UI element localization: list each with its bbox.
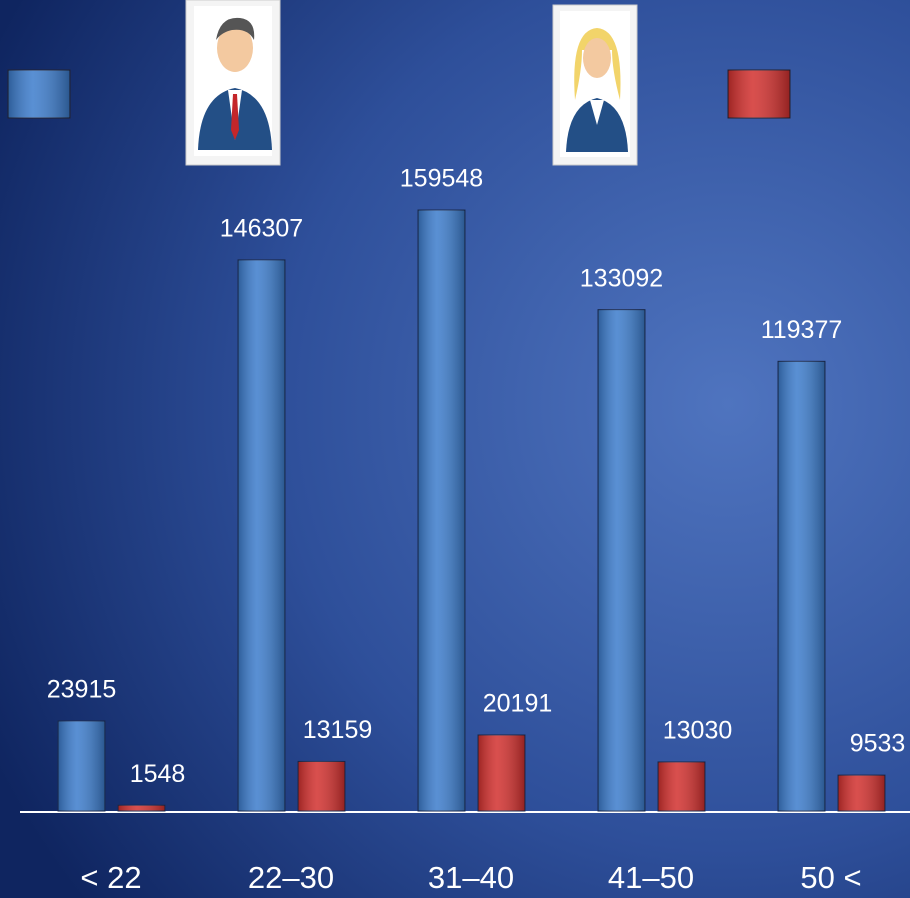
bar-shade — [58, 720, 105, 811]
category-label: < 22 — [80, 860, 141, 895]
bar-shade — [838, 775, 885, 811]
male-icon — [185, 0, 281, 166]
value-label: 13159 — [303, 716, 373, 744]
bar-shade — [238, 259, 285, 811]
category-label: 41–50 — [608, 860, 694, 895]
value-label: 119377 — [761, 316, 843, 344]
category-label: 31–40 — [428, 860, 514, 895]
value-label: 13030 — [663, 717, 733, 745]
value-label: 1548 — [130, 760, 186, 788]
bar-shade — [778, 361, 825, 811]
legend-swatch-shade — [728, 70, 790, 118]
bar-shade — [598, 309, 645, 811]
value-label: 146307 — [220, 214, 303, 242]
bar-shade — [418, 210, 465, 811]
value-label: 20191 — [483, 690, 553, 718]
value-label: 159548 — [400, 165, 483, 193]
bar-shade — [658, 761, 705, 811]
value-label: 9533 — [850, 730, 906, 758]
female-icon — [552, 4, 638, 166]
bar-shade — [298, 761, 345, 811]
legend-swatch-shade — [8, 70, 70, 118]
value-label: 23915 — [47, 676, 117, 704]
bar-shade — [118, 805, 165, 811]
category-label: 22–30 — [248, 860, 334, 895]
bar-shade — [478, 734, 525, 811]
value-label: 133092 — [580, 264, 663, 292]
category-label: 50 < — [800, 860, 861, 895]
